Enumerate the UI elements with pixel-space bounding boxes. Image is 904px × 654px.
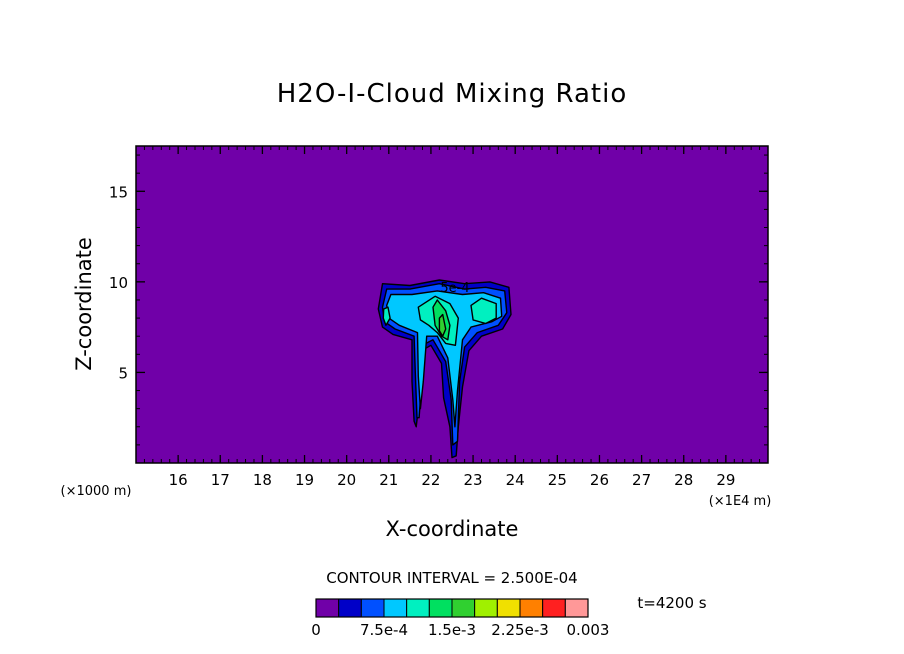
y-tick-label: 5 xyxy=(118,364,128,382)
colorbar-label: 7.5e-4 xyxy=(360,621,408,639)
plot-area: 16 17 18 19 20 21 22 23 24 25 26 27 28 29 5 10 15 5e-4 xyxy=(109,145,769,489)
colorbar-swatch xyxy=(451,598,476,618)
x-tick-label: 24 xyxy=(506,471,525,489)
contour-region-level-5 xyxy=(438,313,447,337)
colorbar-swatch xyxy=(474,598,498,618)
x-tick-label: 19 xyxy=(295,471,314,489)
x-unit-right: (×1E4 m) xyxy=(709,494,772,509)
colorbar-label: 0.003 xyxy=(567,621,610,639)
contour-region-level-3 xyxy=(382,306,391,326)
colorbar-swatch xyxy=(564,598,589,618)
colorbar-swatch xyxy=(383,598,408,618)
y-tick-label: 10 xyxy=(109,274,128,292)
colorbar-swatch xyxy=(338,598,362,618)
colorbar-swatch xyxy=(519,598,544,618)
colorbar-label: 1.5e-3 xyxy=(428,621,476,639)
x-tick-label: 22 xyxy=(421,471,440,489)
colorbar-title: CONTOUR INTERVAL = 2.500E-04 xyxy=(326,569,577,587)
y-tick-label: 15 xyxy=(109,183,128,201)
colorbar-swatch xyxy=(542,598,566,618)
x-tick-label: 25 xyxy=(548,471,567,489)
colorbar-swatch xyxy=(496,598,521,618)
colorbar-frame xyxy=(315,598,589,618)
axis-ticks: 16 17 18 19 20 21 22 23 24 25 26 27 28 29 5 10 15 xyxy=(109,146,769,489)
chart-title: H2O-I-Cloud Mixing Ratio xyxy=(277,79,628,109)
colorbar-label: 0 xyxy=(311,621,321,639)
contour-inline-label: 5e-4 xyxy=(440,281,469,296)
x-unit-left: (×1000 m) xyxy=(61,484,132,499)
x-axis-title: X-coordinate xyxy=(386,517,519,541)
x-tick-label: 27 xyxy=(632,471,651,489)
colorbar-swatch xyxy=(360,598,385,618)
x-tick-label: 17 xyxy=(211,471,230,489)
colorbar: 0 7.5e-4 1.5e-3 2.25e-3 0.003 xyxy=(311,598,610,639)
plot-frame xyxy=(135,145,769,464)
x-tick-label: 16 xyxy=(169,471,188,489)
x-tick-label: 21 xyxy=(379,471,398,489)
colorbar-label: 2.25e-3 xyxy=(491,621,549,639)
contour-region-level-3 xyxy=(470,297,497,325)
x-tick-label: 18 xyxy=(253,471,272,489)
x-tick-label: 23 xyxy=(464,471,483,489)
y-axis-title: Z-coordinate xyxy=(72,237,96,371)
time-label: t=4200 s xyxy=(637,594,706,612)
colorbar-swatch xyxy=(315,598,340,618)
colorbar-swatch xyxy=(428,598,453,618)
colorbar-swatch xyxy=(406,598,430,618)
contour-region-level-2 xyxy=(386,290,503,428)
x-tick-label: 20 xyxy=(337,471,356,489)
x-tick-label: 26 xyxy=(590,471,609,489)
x-tick-label: 28 xyxy=(674,471,693,489)
contour-fill-regions xyxy=(377,279,512,459)
x-tick-label: 29 xyxy=(716,471,735,489)
